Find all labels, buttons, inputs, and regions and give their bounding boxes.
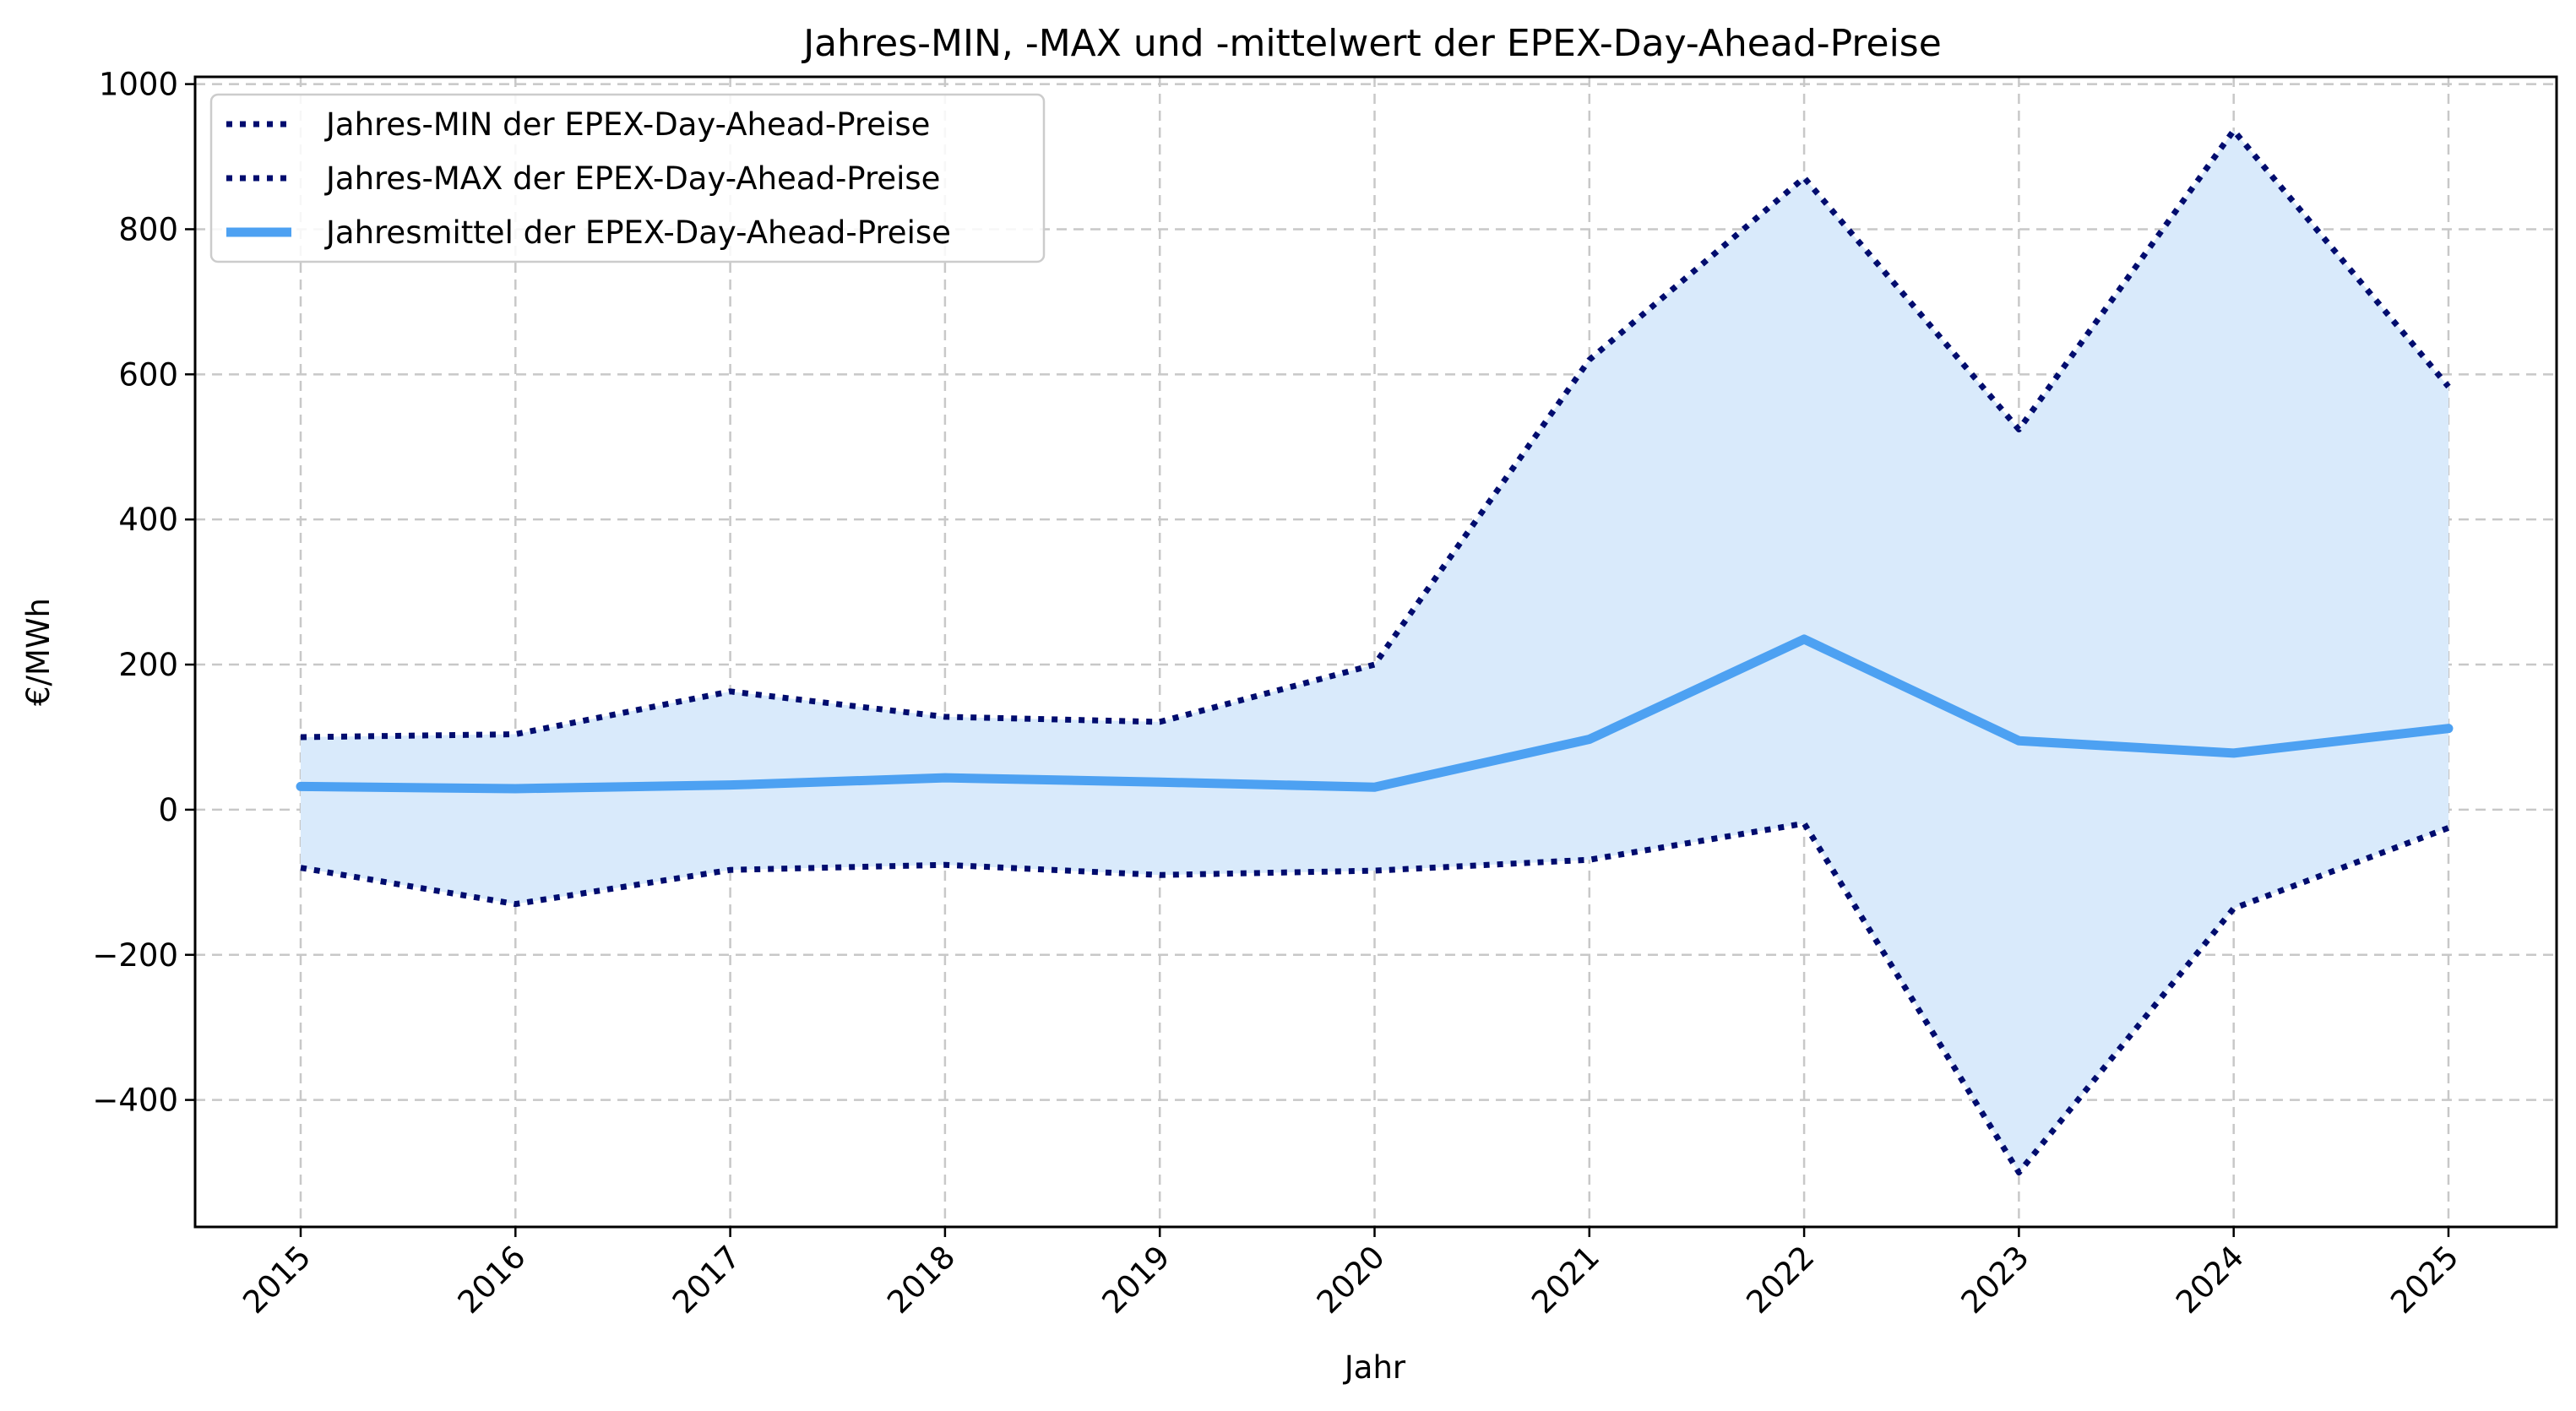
series-lines (296, 128, 2454, 1176)
x-tick-label: 2015 (236, 1239, 318, 1321)
y-axis-label: €/MWh (20, 598, 57, 706)
x-tick-label: 2020 (1310, 1239, 1392, 1321)
legend-entry-label: Jahres-MIN der EPEX-Day-Ahead-Preise (324, 106, 930, 143)
y-tick-label: 800 (118, 211, 178, 247)
y-tick-label: 400 (118, 502, 178, 538)
x-tick-label: 2023 (1954, 1239, 2036, 1321)
y-tick-label: −400 (92, 1083, 178, 1119)
y-tick-label: 0 (158, 792, 178, 828)
legend-entry-label: Jahresmittel der EPEX-Day-Ahead-Preise (324, 214, 951, 251)
y-tick-label: 1000 (99, 67, 178, 103)
x-tick-label: 2025 (2383, 1239, 2465, 1321)
series-line-jahresmittel-der-epex-day-ahead-preise (296, 634, 2454, 794)
plot-frame (193, 75, 2558, 1229)
y-tick-label: −200 (92, 937, 178, 974)
chart-title: Jahres-MIN, -MAX und -mittelwert der EPE… (801, 22, 1942, 65)
legend: Jahres-MIN der EPEX-Day-Ahead-Preise Jahr… (209, 93, 1046, 263)
y-tick-label: 600 (118, 356, 178, 393)
legend-entry-label: Jahres-MAX der EPEX-Day-Ahead-Preise (324, 160, 940, 197)
x-axis-label: Jahr (1343, 1349, 1406, 1386)
x-tick-label: 2019 (1095, 1239, 1177, 1321)
x-tick-label: 2017 (666, 1239, 747, 1321)
x-tick-label: 2018 (880, 1239, 962, 1321)
x-tick-label: 2022 (1739, 1239, 1821, 1321)
x-tick-label: 2024 (2169, 1239, 2251, 1321)
min-max-band (301, 130, 2448, 1173)
min-max-band-layer (301, 130, 2448, 1173)
legend-box (209, 93, 1046, 263)
x-tick-label: 2016 (451, 1239, 533, 1321)
y-tick-label: 200 (118, 647, 178, 683)
x-tick-label: 2021 (1524, 1239, 1606, 1321)
